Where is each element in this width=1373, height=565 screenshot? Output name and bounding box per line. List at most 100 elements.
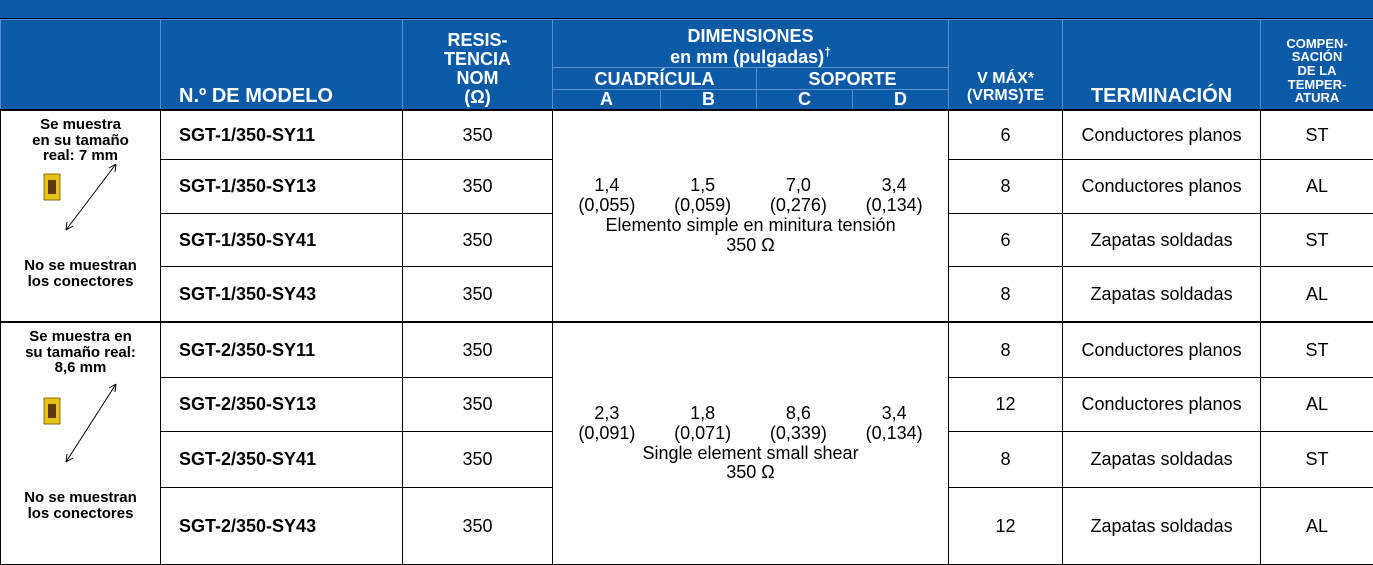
resistance-cell: 350 <box>402 431 553 489</box>
termination-cell: Zapatas soldadas <box>1062 487 1262 565</box>
dim-text: (0,134) <box>865 422 923 443</box>
note-text: No se muestran <box>24 256 137 274</box>
termination-header: TERMINACIÓN <box>1090 84 1233 107</box>
model-cell: SGT-2/350-SY13 <box>160 377 403 433</box>
note-text: real: 7 mm <box>42 147 119 165</box>
title-bar <box>0 0 1373 19</box>
header-cell <box>0 18 161 111</box>
compensation-cell: ST <box>1260 431 1373 489</box>
table-row: SGT-2/350-SY13 350 12 Conductores planos AL <box>1 377 1373 433</box>
backing-header: SOPORTE <box>808 69 897 90</box>
note-top: Se muestra en su tamaño real: 7 mm <box>2 112 160 165</box>
dim-text: (0,091) <box>578 422 636 443</box>
vmax-cell: 6 <box>948 213 1064 268</box>
arrow <box>65 163 116 231</box>
table-body: Se muestra en su tamaño real: 7 mm No se mu… <box>0 108 1373 565</box>
resistance-header: NOM <box>456 68 499 89</box>
header-cell: CUADRÍCULA <box>552 67 757 90</box>
note-bottom: No se muestran los conectores <box>2 256 160 290</box>
vmax-cell: 12 <box>948 487 1064 565</box>
dim-text: 1,8 <box>690 403 716 424</box>
description: Elemento simple en minitura tensión <box>605 214 896 235</box>
resistance-header: TENCIA <box>444 49 511 70</box>
spec-table: N.º DE MODELO RESIS- TENCIA NOM (Ω) DIMENSION… <box>0 18 1373 565</box>
table-row: Se muestra en su tamaño real: 8,6 mm No se … <box>0 320 1373 565</box>
dim-text: 3,4 <box>881 175 907 196</box>
termination-cell: Conductores planos <box>1062 108 1262 161</box>
note-text: Se muestra <box>40 115 121 133</box>
dim-letter: C <box>798 89 811 109</box>
dim-text: (0,276) <box>769 195 827 216</box>
compensation-cell: ST <box>1260 213 1373 268</box>
note-text: Se muestra en <box>29 327 132 345</box>
model-cell: SGT-2/350-SY41 <box>160 431 403 489</box>
dim-value: 7,0 (0,276) <box>769 175 827 216</box>
dims-values: 1,4 (0,055) 1,5 (0,059) 7,0 (0,276) 3,4 (0,134) <box>554 175 948 216</box>
header-cell: D <box>851 88 950 111</box>
dagger: † <box>824 45 831 60</box>
vmax-header: (VRMS)TE <box>966 87 1045 105</box>
resistance-cell: 350 <box>402 487 553 565</box>
table-row: SGT-2/350-SY41 350 8 Zapatas soldadas ST <box>1 431 1373 489</box>
note-text: los conectores <box>27 504 134 522</box>
icon-wrap <box>2 376 160 490</box>
model-cell: SGT-2/350-SY11 <box>160 320 403 379</box>
dim-letter: A <box>600 89 613 109</box>
gauge-icon <box>43 163 116 231</box>
dim-text: 8,6 <box>785 403 811 424</box>
compensation-cell: AL <box>1260 377 1373 433</box>
vmax-header: V MÁX* <box>977 70 1034 88</box>
termination-cell: Conductores planos <box>1062 159 1262 215</box>
dim-value: 8,6 (0,339) <box>770 403 827 444</box>
gauge-grid <box>47 180 56 195</box>
dimensions-sub: en mm (pulgadas) <box>670 47 825 68</box>
compensation-cell: AL <box>1260 266 1373 323</box>
resistance-cell: 350 <box>402 377 553 433</box>
dimensions-cell: 2,3 (0,091) 1,8 (0,071) 8,6 (0,339) 3,4 (0,134)… <box>551 320 950 565</box>
arrow <box>65 383 116 463</box>
table-row: Se muestra en su tamaño real: 7 mm No se mu… <box>0 108 1373 323</box>
table-row: SGT-1/350-SY13 350 8 Conductores planos AL <box>1 159 1373 215</box>
note-text: en su tamaño <box>32 131 129 149</box>
table-row: SGT-1/350-SY41 350 6 Zapatas soldadas ST <box>1 213 1373 268</box>
header-cell: N.º DE MODELO <box>160 18 403 111</box>
note-text: los conectores <box>27 272 134 290</box>
resistance-header: (Ω) <box>464 87 491 107</box>
dim-text: 1,4 <box>594 175 620 196</box>
note-bottom: No se muestran los conectores <box>2 490 160 522</box>
compensation-header: ATURA <box>1294 90 1340 106</box>
header-cell: SOPORTE <box>755 67 950 90</box>
header-row: N.º DE MODELO RESIS- TENCIA NOM (Ω) DIMENSION… <box>0 18 1373 111</box>
vmax-cell: 8 <box>948 159 1064 215</box>
compensation-header: TEMPER- <box>1287 76 1347 92</box>
termination-cell: Conductores planos <box>1062 320 1262 379</box>
header-cell: A <box>552 88 661 111</box>
model-cell: SGT-1/350-SY43 <box>160 266 403 323</box>
dim-text: 2,3 <box>594 403 620 424</box>
header-cell: B <box>660 88 757 111</box>
icon-wrap <box>2 163 160 258</box>
dim-text: (0,059) <box>674 195 732 216</box>
header-cell: DIMENSIONES en mm (pulgadas)† <box>551 19 950 68</box>
gauge-grid <box>47 404 56 419</box>
resistance-cell: 350 <box>402 320 553 379</box>
model-cell: SGT-1/350-SY41 <box>160 213 403 268</box>
resistance-header: RESIS- <box>447 30 508 51</box>
vmax-cell: 12 <box>948 377 1064 433</box>
note-text: 8,6 mm <box>54 359 107 377</box>
compensation-header: COMPEN- <box>1286 35 1348 51</box>
dimensions-title: DIMENSIONES <box>687 26 814 47</box>
resistance-cell: 350 <box>402 108 553 161</box>
model-cell: SGT-2/350-SY43 <box>160 487 403 565</box>
arrow-head <box>65 163 116 231</box>
compensation-cell: AL <box>1260 487 1373 565</box>
compensation-cell: AL <box>1260 159 1373 215</box>
header-row: A B C D <box>1 88 1373 111</box>
termination-cell: Conductores planos <box>1062 377 1262 433</box>
dim-text: 7,0 <box>785 175 811 196</box>
resistance-symbol: 350 Ω <box>726 462 775 483</box>
header-cell: C <box>756 88 853 111</box>
table-row: SGT-2/350-SY43 350 12 Zapatas soldadas AL <box>1 487 1373 565</box>
vmax-cell: 8 <box>948 320 1064 379</box>
dim-value: 1,8 (0,071) <box>674 403 731 444</box>
